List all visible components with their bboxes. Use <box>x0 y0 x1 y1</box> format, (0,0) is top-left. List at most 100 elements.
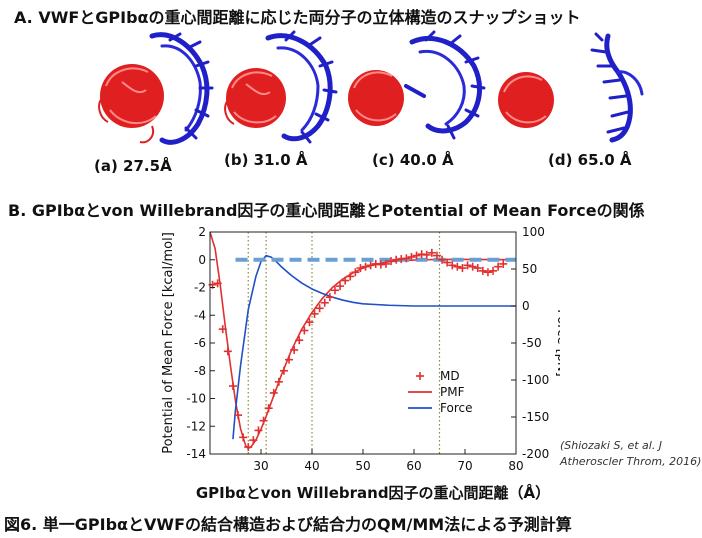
md-point <box>310 309 319 318</box>
md-point <box>325 293 334 302</box>
md-point <box>387 257 396 266</box>
md-point <box>341 276 350 285</box>
x-tick-label-70: 70 <box>457 459 472 473</box>
md-point <box>234 411 243 420</box>
y-tick-label--12: -12 <box>186 419 206 433</box>
snapshot-a-image <box>92 26 224 154</box>
md-point <box>473 264 482 273</box>
pmf-force-chart: 30 40 50 60 70 80 2 0 -2 -4 -6 -8 -10 -12 -14 100 50 0 -50… <box>161 225 560 502</box>
md-point <box>320 298 329 307</box>
md-point <box>249 436 258 445</box>
reference-note: (Shiozaki S, et al. J Atheroscler Throm,… <box>560 438 701 470</box>
md-point <box>422 250 431 259</box>
x-tick-label-30: 30 <box>253 459 268 473</box>
md-point <box>295 336 304 345</box>
snapshot-b-label: (b) 31.0 Å <box>224 151 308 169</box>
chart-axes: 30 40 50 60 70 80 2 0 -2 -4 -6 -8 -10 -12 -14 100 50 0 -50… <box>161 225 560 502</box>
md-point <box>499 259 508 268</box>
md-point <box>274 377 283 386</box>
md-point <box>366 261 375 270</box>
md-point <box>438 255 447 264</box>
md-point <box>356 264 365 273</box>
md-point <box>494 262 503 271</box>
md-point <box>407 252 416 261</box>
y2-tick-label-0: 0 <box>522 299 530 313</box>
y2-tick-label-100: 100 <box>522 225 545 239</box>
legend-md-label: MD <box>440 369 460 383</box>
y-tick-label-0: 0 <box>198 253 206 267</box>
legend-md-marker <box>416 372 424 380</box>
reference-line-1: (Shiozaki S, et al. J <box>560 439 663 452</box>
md-point <box>443 258 452 267</box>
x-axis-label: GPIbαとvon Willebrand因子の重心間距離（Å） <box>196 483 550 502</box>
md-point <box>336 282 345 291</box>
chart-md-markers <box>208 248 508 452</box>
md-point <box>269 388 278 397</box>
x-tick-label-50: 50 <box>355 459 370 473</box>
y-axis-label: Potential of Mean Force [kcal/mol] <box>161 232 176 454</box>
md-point <box>315 304 324 313</box>
md-point <box>453 262 462 271</box>
section-a-title: A. VWFとGPIbαの重心間距離に応じた両分子の立体構造のスナップショット <box>14 8 581 27</box>
md-point <box>427 248 436 257</box>
md-point <box>402 254 411 263</box>
md-point <box>463 261 472 270</box>
md-point <box>346 272 355 281</box>
legend-force-label: Force <box>440 401 472 415</box>
y-tick-label--10: -10 <box>186 392 206 406</box>
md-point <box>290 345 299 354</box>
snapshot-c-image <box>342 26 490 150</box>
md-point <box>458 264 467 273</box>
md-point <box>285 355 294 364</box>
x-tick-label-80: 80 <box>508 459 523 473</box>
snapshot-d-label: (d) 65.0 Å <box>548 151 632 169</box>
section-b-title: B. GPIbαとvon Willebrand因子の重心間距離とPotentia… <box>8 201 645 220</box>
y2-tick-label--100: -100 <box>522 373 549 387</box>
snapshot-b-image <box>214 26 344 154</box>
chart-series-lines <box>209 231 517 450</box>
y-tick-label--4: -4 <box>194 308 206 322</box>
chart-legend: MD PMF Force <box>408 369 472 415</box>
md-point <box>468 262 477 271</box>
md-point <box>254 426 263 435</box>
md-point <box>483 268 492 277</box>
y-tick-label-2: 2 <box>198 225 206 239</box>
snapshot-d-image <box>492 30 672 152</box>
md-point <box>412 251 421 260</box>
y2-tick-label--200: -200 <box>522 447 549 461</box>
md-point <box>259 416 268 425</box>
md-point <box>218 325 227 334</box>
md-point <box>432 251 441 260</box>
md-point <box>361 262 370 271</box>
pmf-line <box>209 231 517 450</box>
md-point <box>448 261 457 270</box>
md-point <box>351 268 360 277</box>
x-tick-label-40: 40 <box>304 459 319 473</box>
y-tick-label--14: -14 <box>186 447 206 461</box>
md-point <box>228 382 237 391</box>
y2-tick-label--50: -50 <box>522 336 542 350</box>
y2-axis-label: Force [pN] <box>554 309 560 376</box>
x-tick-label-60: 60 <box>406 459 421 473</box>
y-tick-label--6: -6 <box>194 336 206 350</box>
y-tick-label--8: -8 <box>194 364 206 378</box>
force-line <box>232 254 516 440</box>
md-point <box>489 266 498 275</box>
md-point <box>239 433 248 442</box>
md-point <box>213 279 222 288</box>
figure-caption: 図6. 単一GPIbαとVWFの結合構造および結合力のQM/MM法による予測計算 <box>4 515 572 534</box>
reference-line-2: Atheroscler Throm, 2016) <box>560 455 702 468</box>
md-point <box>330 286 339 295</box>
md-point <box>264 404 273 413</box>
snapshot-c-label: (c) 40.0 Å <box>372 151 454 169</box>
md-point <box>305 318 314 327</box>
y-tick-label--2: -2 <box>194 281 206 295</box>
md-point <box>244 443 253 452</box>
legend-pmf-label: PMF <box>440 385 465 399</box>
y2-tick-label--150: -150 <box>522 410 549 424</box>
md-point <box>223 347 232 356</box>
md-point <box>279 366 288 375</box>
chart-vertical-lines <box>247 232 441 454</box>
md-point <box>381 259 390 268</box>
snapshot-a-label: (a) 27.5Å <box>94 157 172 175</box>
